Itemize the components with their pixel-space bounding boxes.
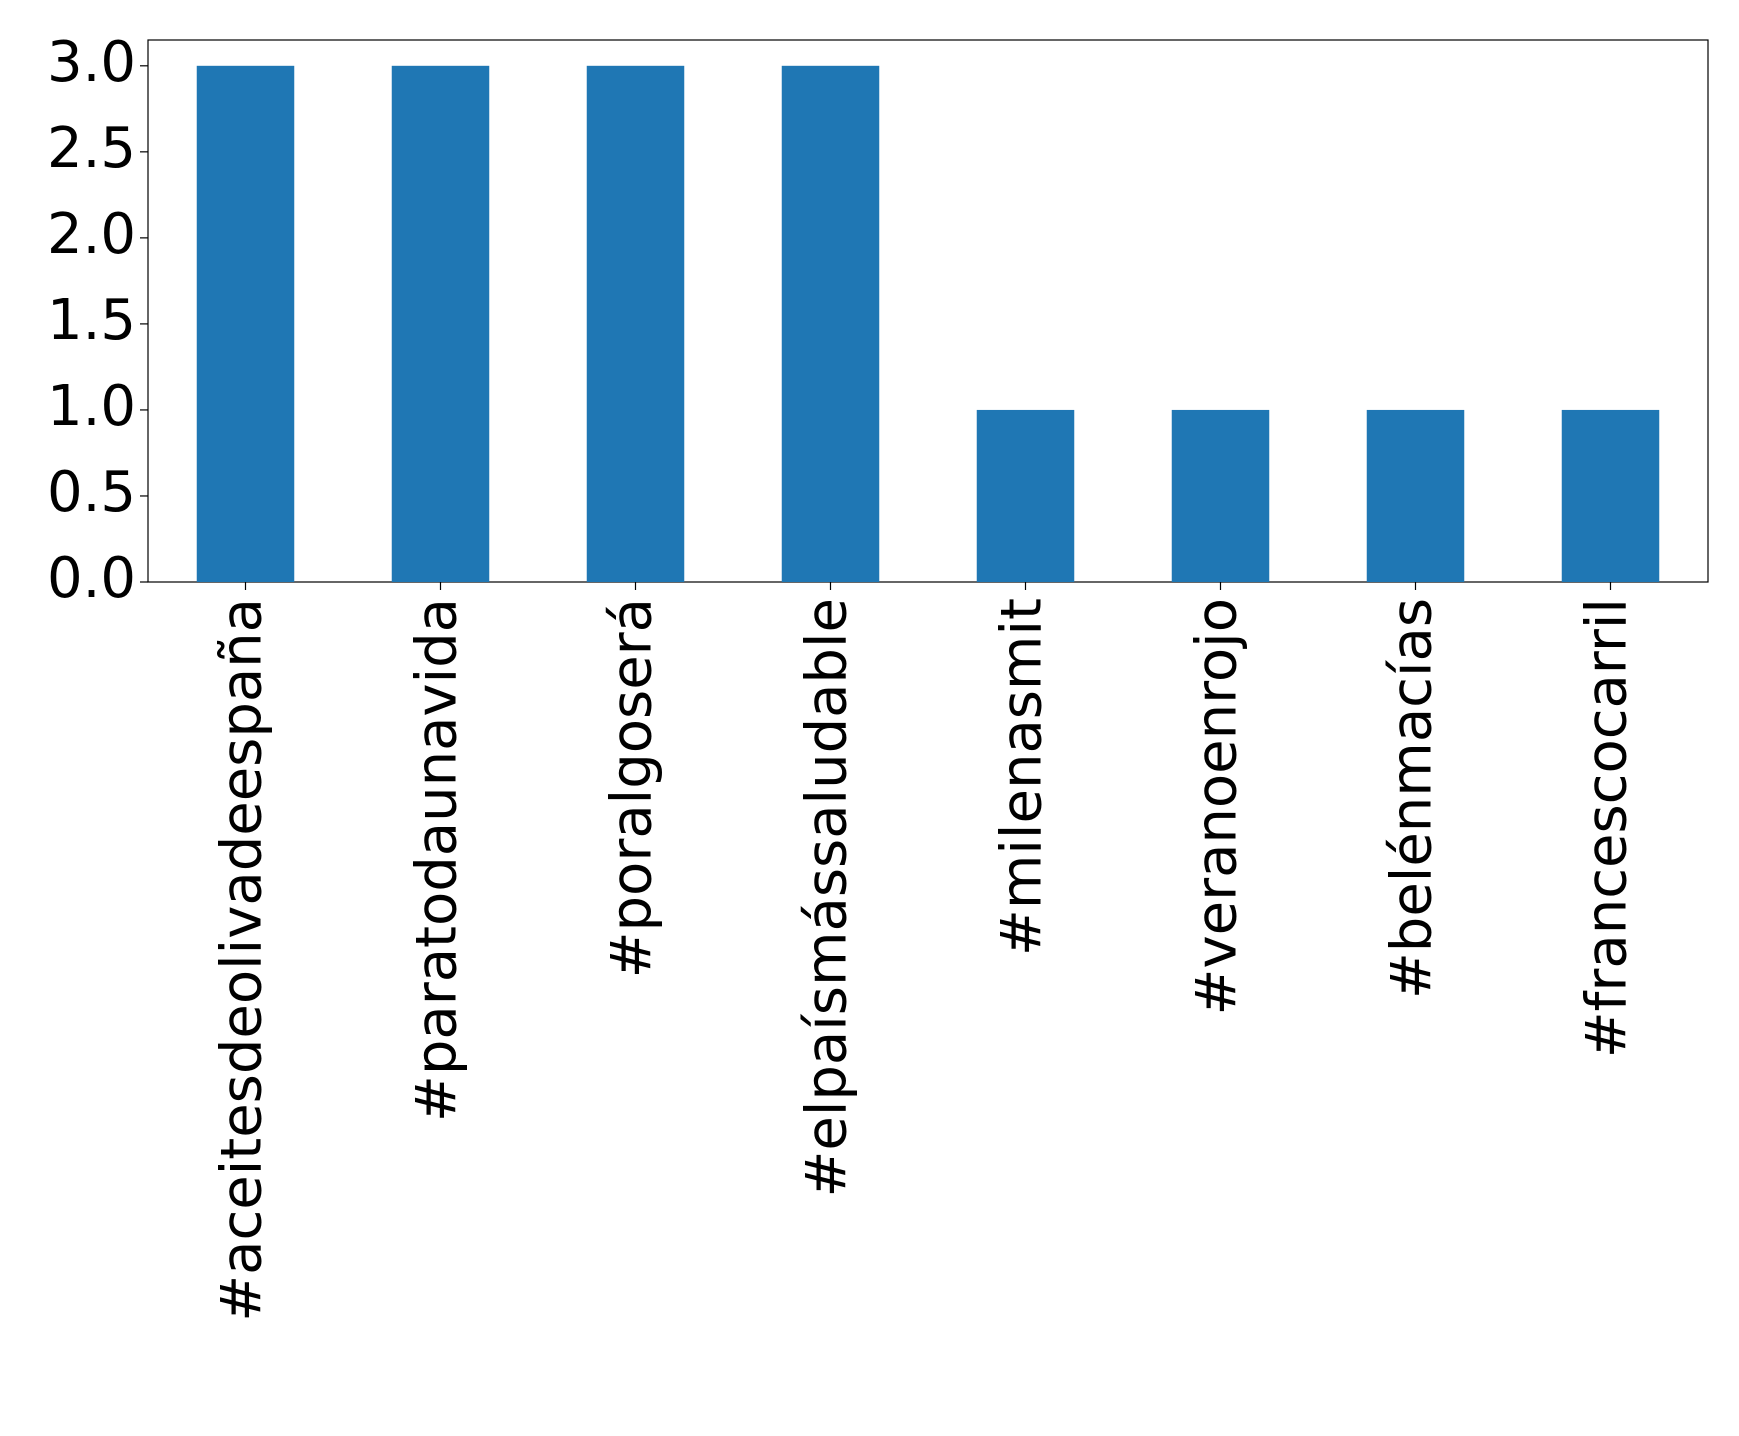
bar	[1366, 409, 1465, 582]
x-tick-label: #aceitesdeolivadeespaña	[210, 598, 275, 1322]
x-tick-label: #elpaísmássaludable	[795, 598, 860, 1198]
x-tick-label: #veranoenrojo	[1185, 598, 1250, 1015]
bar	[391, 65, 490, 583]
bar	[781, 65, 880, 583]
y-tick-label: 1.5	[47, 288, 136, 353]
bar	[976, 409, 1075, 582]
bar	[1171, 409, 1270, 582]
x-tick-label: #belénmacías	[1380, 598, 1445, 999]
y-tick-label: 0.5	[47, 460, 136, 525]
x-tick-label: #milenasmit	[990, 598, 1055, 956]
bar	[1561, 409, 1660, 582]
y-tick-label: 2.5	[47, 116, 136, 181]
x-tick-label: #francescocarril	[1575, 598, 1640, 1058]
x-tick-label: #paratodaunavida	[405, 598, 470, 1122]
y-tick-label: 3.0	[47, 30, 136, 95]
bar	[586, 65, 685, 583]
bar	[196, 65, 295, 583]
y-tick-label: 2.0	[47, 202, 136, 267]
y-tick-label: 0.0	[47, 546, 136, 611]
x-tick-label: #poralgoserá	[600, 598, 665, 978]
plot-frame	[147, 39, 1709, 583]
y-tick-label: 1.0	[47, 374, 136, 439]
